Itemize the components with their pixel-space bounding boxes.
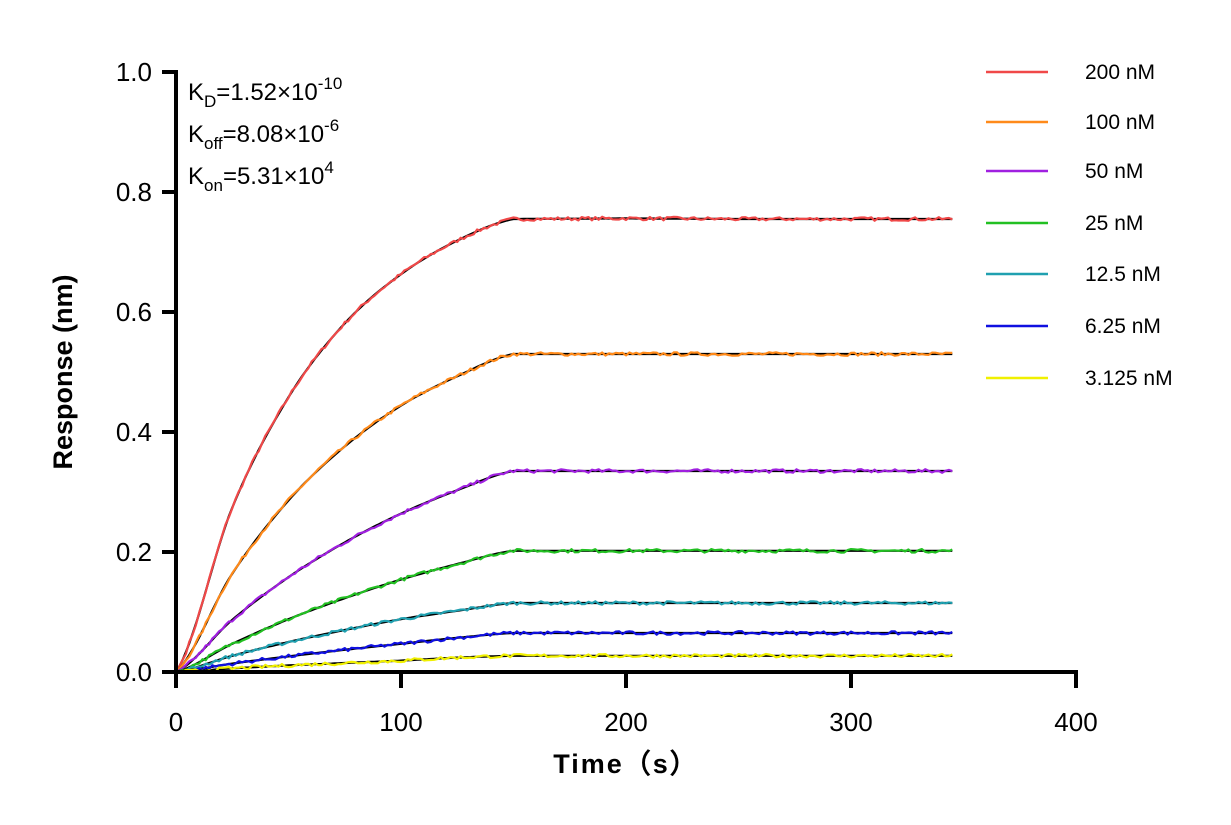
kinetic-constant: Kon=5.31×104 bbox=[188, 158, 334, 195]
kinetic-constant: KD=1.52×10-10 bbox=[188, 74, 342, 111]
axes bbox=[174, 70, 1078, 674]
y-axis-title: Response (nm) bbox=[48, 274, 78, 469]
legend-label: 200 nM bbox=[1085, 61, 1155, 84]
legend-label: 3.125 nM bbox=[1085, 367, 1173, 390]
plot-area bbox=[175, 215, 953, 674]
legend-label: 12.5 nM bbox=[1085, 263, 1161, 286]
legend-label: 25 nM bbox=[1085, 212, 1143, 235]
series-line-200-nM bbox=[175, 215, 953, 673]
x-tick-label: 300 bbox=[829, 707, 872, 737]
legend-item: 6.25 nM bbox=[986, 315, 1161, 338]
legend-item: 12.5 nM bbox=[986, 263, 1161, 286]
y-tick-label: 0.0 bbox=[116, 657, 152, 687]
fit-line-25-nM bbox=[175, 549, 953, 674]
series-line-100-nM bbox=[175, 351, 953, 673]
kinetic-constant: Koff=8.08×10-6 bbox=[188, 116, 339, 153]
y-tick-label: 0.8 bbox=[116, 177, 152, 207]
series-line-50-nM bbox=[175, 468, 953, 673]
legend-label: 6.25 nM bbox=[1085, 315, 1161, 338]
kinetic-symbol: K bbox=[188, 121, 204, 148]
kinetic-value: =5.31×10 bbox=[223, 163, 324, 190]
x-axis-title: Time（s） bbox=[553, 749, 699, 779]
legend-label: 100 nM bbox=[1085, 111, 1155, 134]
x-tick-label: 0 bbox=[169, 707, 183, 737]
kinetic-symbol: K bbox=[188, 79, 204, 106]
series-line-6-25-nM bbox=[175, 630, 953, 674]
ticks: 0.0 0.2 0.4 0.6 0.8 1.0 0 100 200 300 400 bbox=[116, 57, 1098, 737]
series-line-3-125-nM bbox=[175, 652, 953, 674]
legend: 200 nM 100 nM 50 nM 25 nM 12.5 nM 6.25 nM 3.12… bbox=[986, 61, 1173, 390]
y-tick-label: 1.0 bbox=[116, 57, 152, 87]
kinetic-exp: 4 bbox=[324, 158, 333, 177]
fit-line-100-nM bbox=[175, 352, 953, 673]
kinetic-sub: D bbox=[204, 92, 216, 111]
kinetic-exp: -6 bbox=[324, 116, 339, 135]
y-tick-label: 0.6 bbox=[116, 297, 152, 327]
legend-item: 200 nM bbox=[986, 61, 1155, 84]
kinetic-value: =8.08×10 bbox=[223, 121, 324, 148]
kinetic-symbol: K bbox=[188, 163, 204, 190]
kinetic-exp: -10 bbox=[318, 74, 343, 93]
kinetic-sub: on bbox=[204, 176, 223, 195]
series-line-12-5-nM bbox=[175, 600, 953, 674]
y-tick-label: 0.2 bbox=[116, 537, 152, 567]
fit-line-3-125-nM bbox=[175, 654, 953, 674]
x-tick-label: 200 bbox=[604, 707, 647, 737]
legend-label: 50 nM bbox=[1085, 160, 1143, 183]
x-tick-label: 100 bbox=[379, 707, 422, 737]
fit-line-12-5-nM bbox=[175, 601, 953, 674]
kinetic-sub: off bbox=[204, 134, 223, 153]
x-tick-label: 400 bbox=[1054, 707, 1097, 737]
legend-item: 50 nM bbox=[986, 160, 1143, 183]
legend-item: 25 nM bbox=[986, 212, 1143, 235]
legend-item: 100 nM bbox=[986, 111, 1155, 134]
series-line-25-nM bbox=[175, 547, 953, 674]
y-tick-label: 0.4 bbox=[116, 417, 152, 447]
legend-item: 3.125 nM bbox=[986, 367, 1173, 390]
kinetic-value: =1.52×10 bbox=[216, 79, 317, 106]
